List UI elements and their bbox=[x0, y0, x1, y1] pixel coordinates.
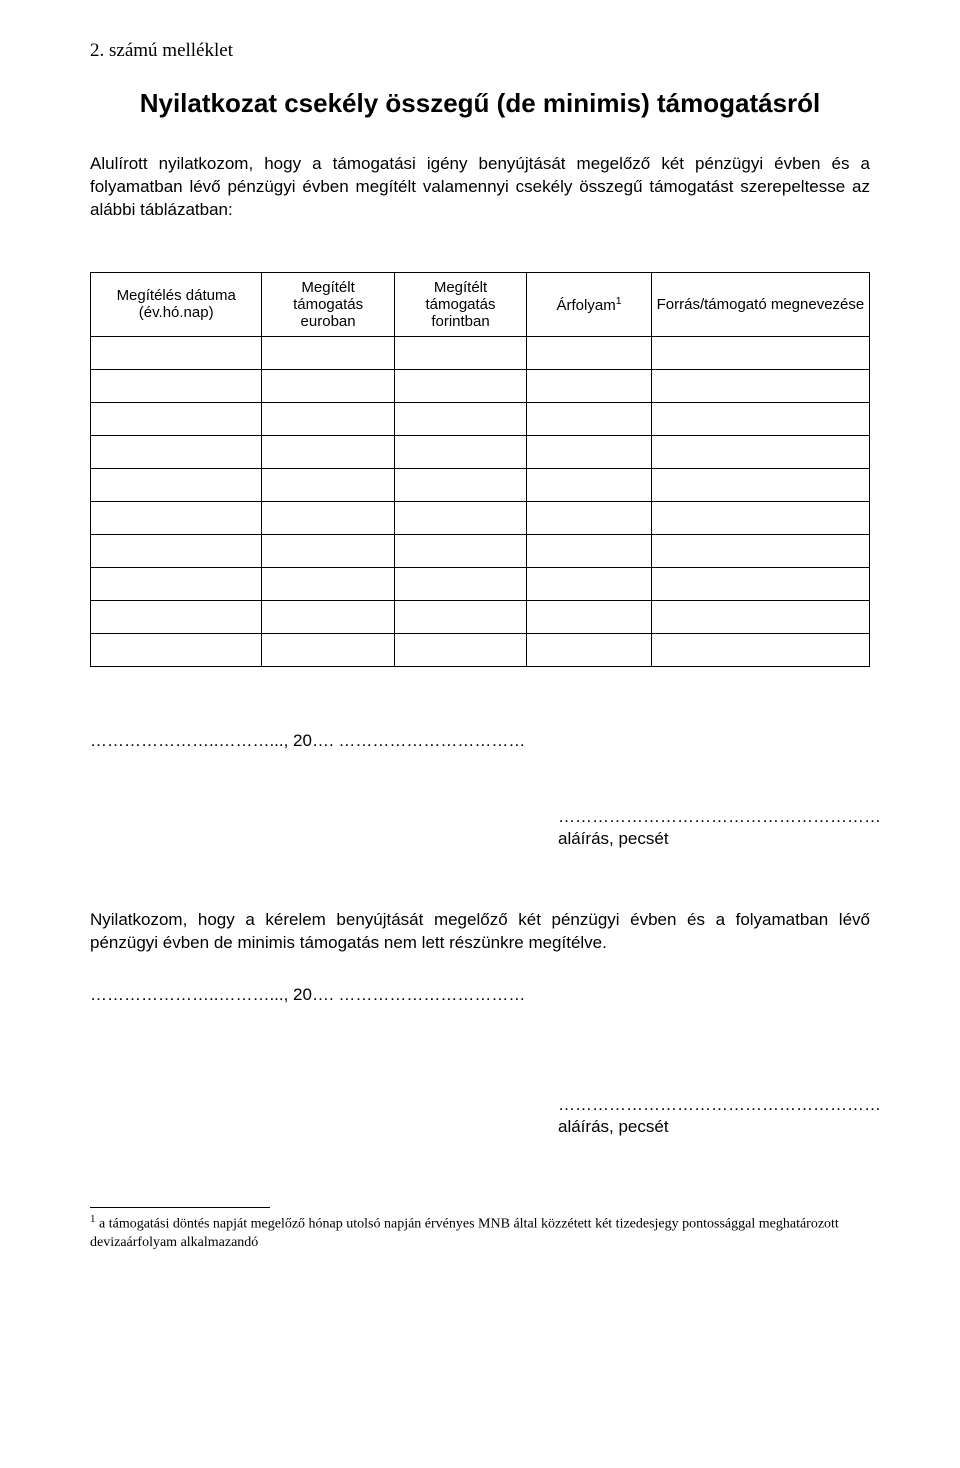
table-cell bbox=[262, 468, 394, 501]
table-header-row: Megítélés dátuma (év.hó.nap) Megítélt tá… bbox=[91, 272, 870, 336]
table-row bbox=[91, 435, 870, 468]
table-cell bbox=[527, 402, 652, 435]
table-cell bbox=[527, 369, 652, 402]
th-euro: Megítélt támogatás euroban bbox=[262, 272, 394, 336]
table-cell bbox=[91, 633, 262, 666]
date-line-1: …………………..………..., 20…. …………………………… bbox=[90, 731, 870, 751]
table-cell bbox=[262, 402, 394, 435]
table-cell bbox=[262, 567, 394, 600]
table-row bbox=[91, 468, 870, 501]
table-cell bbox=[651, 633, 869, 666]
table-cell bbox=[394, 336, 526, 369]
support-table: Megítélés dátuma (év.hó.nap) Megítélt tá… bbox=[90, 272, 870, 667]
table-row bbox=[91, 501, 870, 534]
table-cell bbox=[651, 567, 869, 600]
th-date: Megítélés dátuma (év.hó.nap) bbox=[91, 272, 262, 336]
table-cell bbox=[262, 336, 394, 369]
table-cell bbox=[91, 501, 262, 534]
table-row bbox=[91, 633, 870, 666]
table-cell bbox=[394, 402, 526, 435]
table-cell bbox=[394, 567, 526, 600]
table-cell bbox=[91, 468, 262, 501]
table-cell bbox=[651, 501, 869, 534]
table-cell bbox=[91, 567, 262, 600]
table-cell bbox=[91, 402, 262, 435]
table-cell bbox=[651, 435, 869, 468]
table-row bbox=[91, 567, 870, 600]
th-rate: Árfolyam1 bbox=[527, 272, 652, 336]
table-row bbox=[91, 336, 870, 369]
footnote: 1 a támogatási döntés napját megelőző hó… bbox=[90, 1212, 870, 1252]
table-cell bbox=[91, 369, 262, 402]
signature-label-2: aláírás, pecsét bbox=[558, 1117, 870, 1137]
table-cell bbox=[262, 501, 394, 534]
table-cell bbox=[651, 369, 869, 402]
table-cell bbox=[91, 600, 262, 633]
appendix-label: 2. számú melléklet bbox=[90, 40, 870, 62]
table-cell bbox=[527, 633, 652, 666]
declaration-2: Nyilatkozom, hogy a kérelem benyújtását … bbox=[90, 909, 870, 955]
table-cell bbox=[651, 600, 869, 633]
table-cell bbox=[91, 336, 262, 369]
footnote-separator bbox=[90, 1207, 270, 1208]
th-forint: Megítélt támogatás forintban bbox=[394, 272, 526, 336]
table-cell bbox=[394, 501, 526, 534]
table-cell bbox=[527, 567, 652, 600]
th-rate-text: Árfolyam bbox=[557, 297, 616, 314]
date-line-2: …………………..………..., 20…. …………………………… bbox=[90, 985, 870, 1005]
table-cell bbox=[262, 633, 394, 666]
th-source: Forrás/támogató megnevezése bbox=[651, 272, 869, 336]
table-cell bbox=[394, 534, 526, 567]
table-cell bbox=[527, 600, 652, 633]
table-cell bbox=[651, 534, 869, 567]
table-cell bbox=[394, 435, 526, 468]
signature-label-1: aláírás, pecsét bbox=[558, 829, 870, 849]
table-cell bbox=[394, 600, 526, 633]
signature-dots-1: ………………………………………………… bbox=[558, 807, 870, 827]
table-cell bbox=[394, 468, 526, 501]
table-cell bbox=[262, 369, 394, 402]
signature-block-1: ………………………………………………… aláírás, pecsét bbox=[90, 807, 870, 849]
table-cell bbox=[91, 435, 262, 468]
signature-block-2: ………………………………………………… aláírás, pecsét bbox=[90, 1095, 870, 1137]
table-row bbox=[91, 534, 870, 567]
table-cell bbox=[651, 468, 869, 501]
table-cell bbox=[527, 534, 652, 567]
table-cell bbox=[527, 501, 652, 534]
table-row bbox=[91, 402, 870, 435]
intro-paragraph: Alulírott nyilatkozom, hogy a támogatási… bbox=[90, 153, 870, 222]
table-cell bbox=[651, 402, 869, 435]
table-cell bbox=[394, 633, 526, 666]
table-cell bbox=[527, 435, 652, 468]
table-body bbox=[91, 336, 870, 666]
table-cell bbox=[527, 468, 652, 501]
table-row bbox=[91, 369, 870, 402]
table-cell bbox=[91, 534, 262, 567]
table-cell bbox=[651, 336, 869, 369]
page-title: Nyilatkozat csekély összegű (de minimis)… bbox=[90, 88, 870, 119]
footnote-text: a támogatási döntés napját megelőző hóna… bbox=[90, 1216, 839, 1249]
table-row bbox=[91, 600, 870, 633]
table-cell bbox=[394, 369, 526, 402]
table-cell bbox=[262, 534, 394, 567]
table-cell bbox=[527, 336, 652, 369]
signature-dots-2: ………………………………………………… bbox=[558, 1095, 870, 1115]
table-cell bbox=[262, 435, 394, 468]
table-cell bbox=[262, 600, 394, 633]
th-rate-footnote-marker: 1 bbox=[616, 295, 622, 307]
